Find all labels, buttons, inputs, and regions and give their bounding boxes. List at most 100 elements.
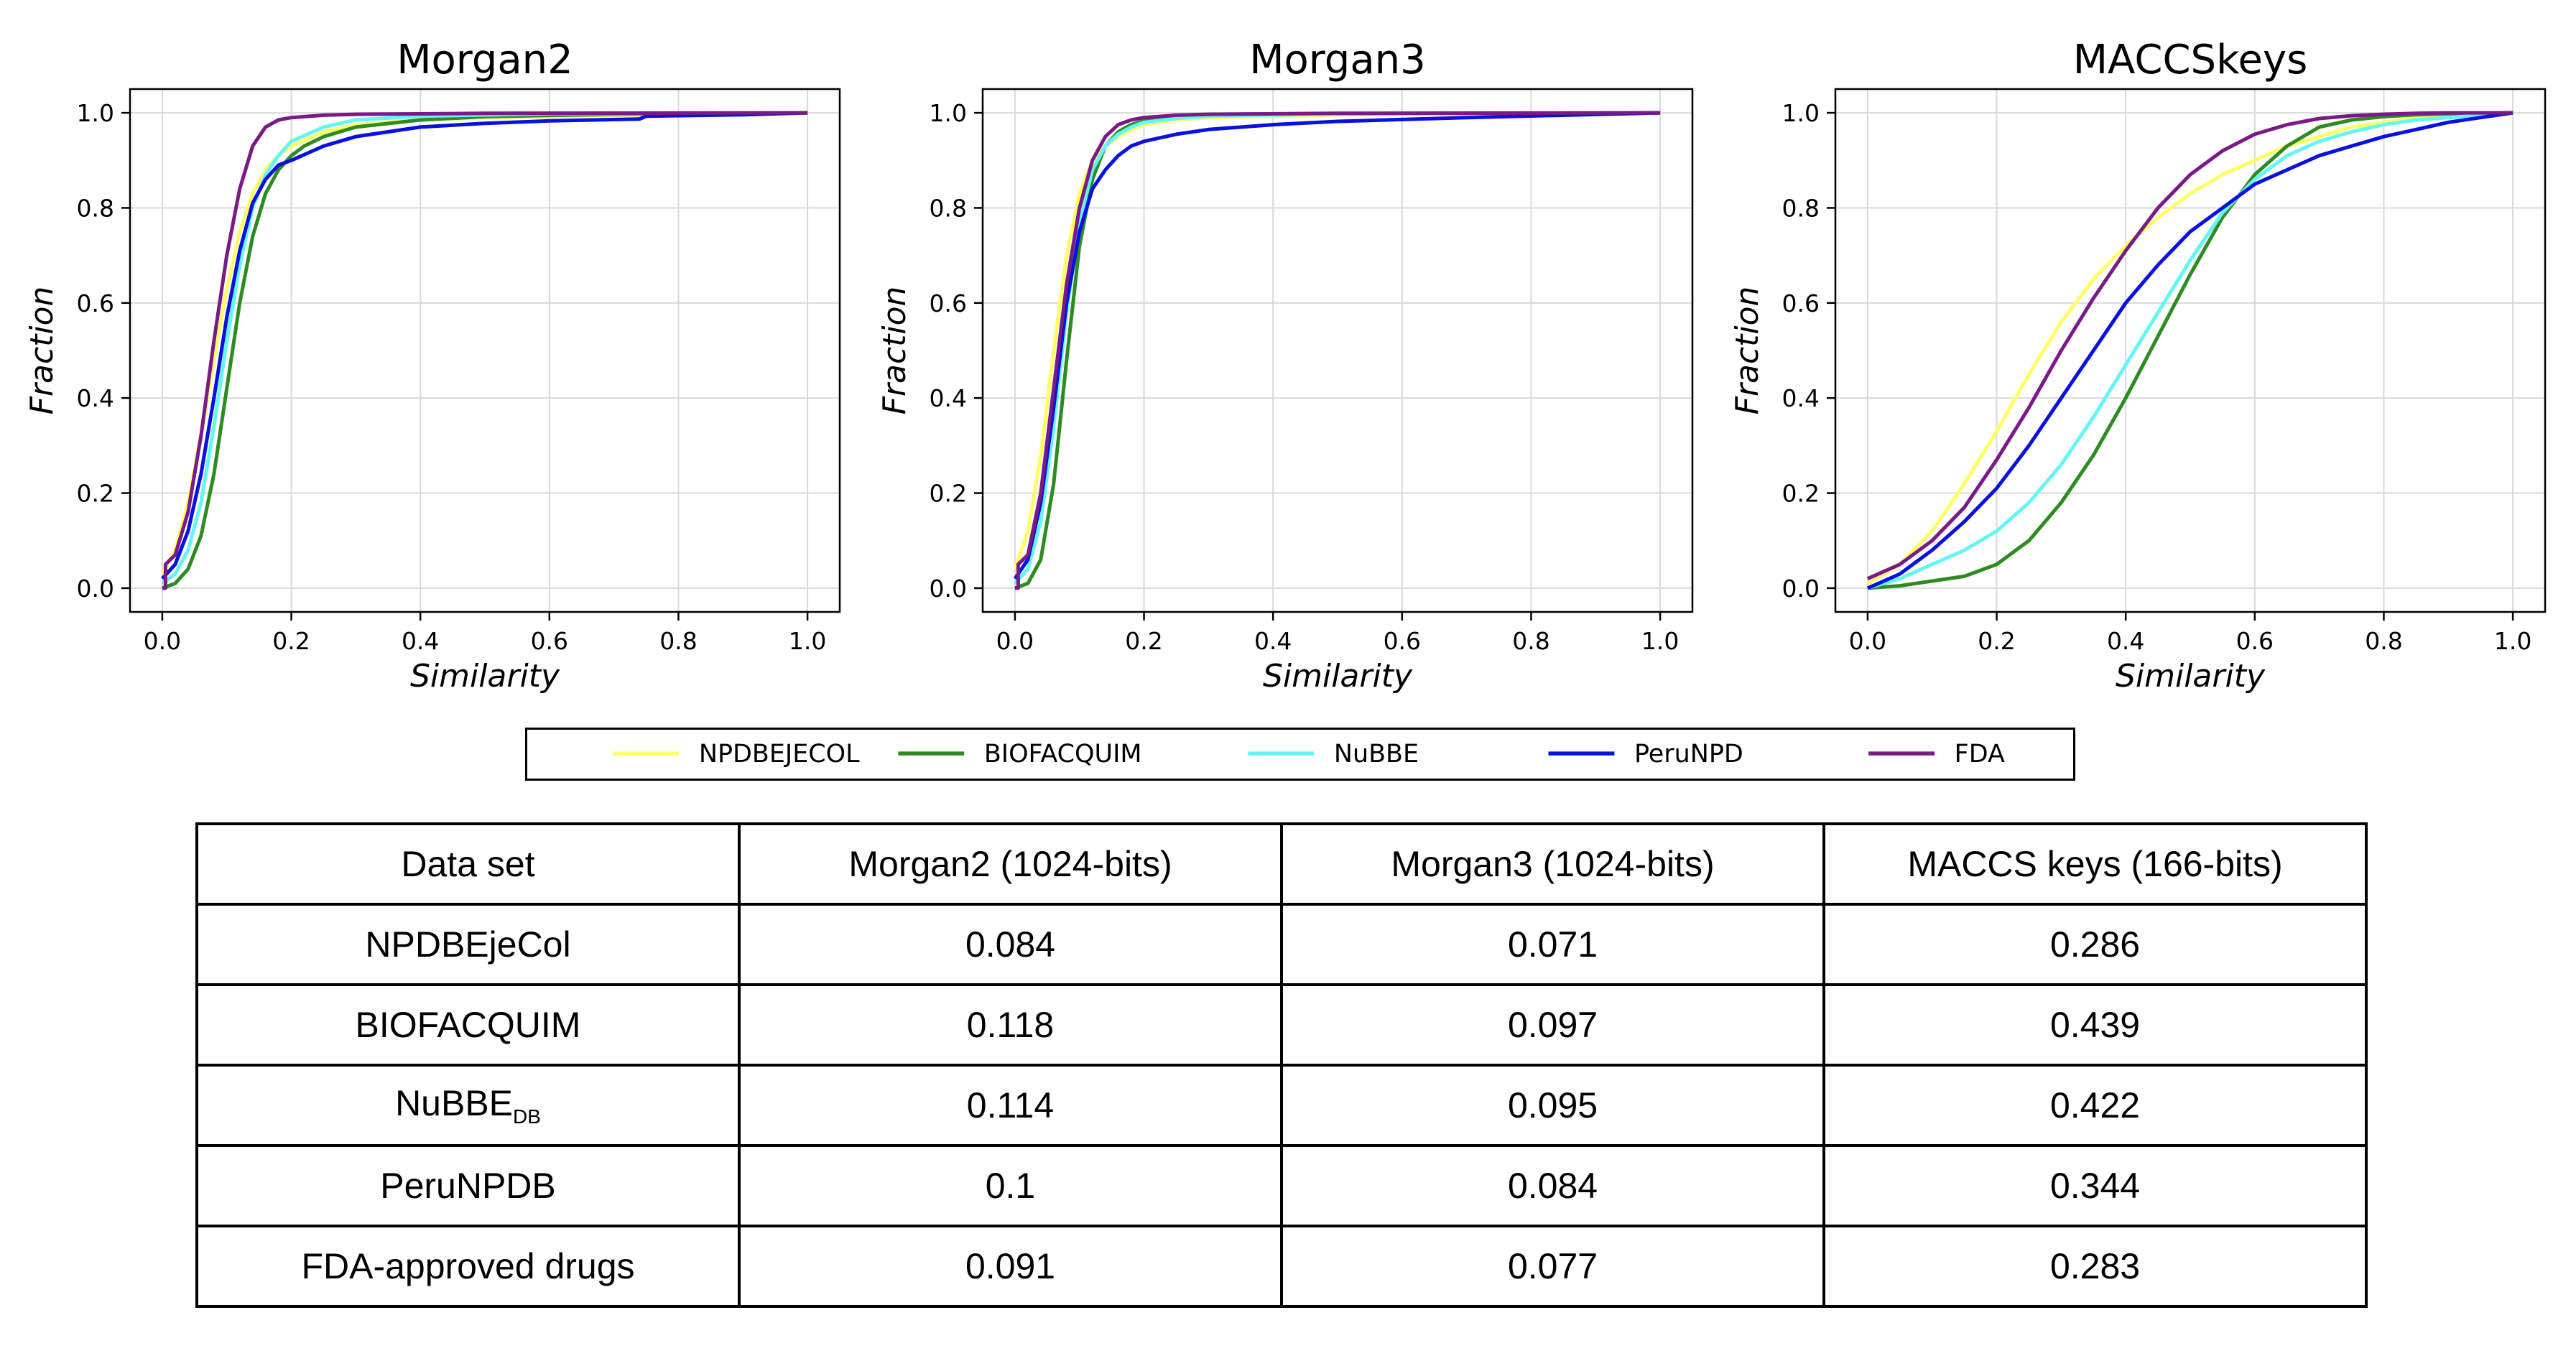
cell-maccs: 0.283 (1822, 1225, 2368, 1308)
table-header-row: Data set Morgan2 (1024-bits) Morgan3 (10… (195, 822, 2368, 906)
y-tick-label: 0.4 (930, 384, 967, 412)
cell-morgan3: 0.077 (1280, 1225, 1825, 1308)
x-tick-label: 0.8 (2365, 627, 2402, 655)
y-tick-label: 0.6 (1782, 289, 1820, 317)
cell-morgan3: 0.095 (1280, 1064, 1825, 1147)
cell-maccs: 0.286 (1822, 903, 2368, 986)
x-tick-label: 0.4 (2107, 627, 2144, 655)
series-line-npdbejecol (1013, 111, 1661, 570)
cell-morgan3: 0.071 (1280, 903, 1825, 986)
x-tick-label: 1.0 (1641, 627, 1679, 655)
legend-label: PeruNPD (1634, 740, 1743, 768)
legend-label: FDA (1955, 740, 2005, 768)
dataset-subscript: DB (513, 1105, 541, 1128)
series-line-npdbejecol (160, 111, 808, 575)
cell-morgan2: 0.118 (738, 983, 1283, 1067)
x-tick-label: 0.0 (996, 627, 1034, 655)
chart-panel-2: 0.0 0.2 0.4 0.6 0.8 1.0 0.0 0.2 0.4 0.6 0.8 1.0 Morg… (876, 37, 1694, 695)
cell-maccs: 0.422 (1822, 1064, 2368, 1147)
charts-area: 0.0 0.2 0.4 0.6 0.8 1.0 0.0 0.2 0.4 0.6 0.8 1.0 Morg… (24, 37, 2547, 695)
x-tick-label: 1.0 (789, 627, 826, 655)
series-line-perunpd (161, 111, 808, 580)
plot-frame (981, 88, 1694, 613)
table-row: NPDBEjeCol 0.084 0.071 0.286 (195, 903, 2368, 986)
x-tick-label: 0.8 (659, 627, 697, 655)
cell-morgan2: 0.091 (738, 1225, 1283, 1308)
y-tick-label: 1.0 (1782, 99, 1820, 127)
y-tick-label: 0.4 (1782, 384, 1820, 412)
legend-item-perunpd: PeruNPD (1548, 740, 1743, 768)
series-line-fda (1866, 111, 2514, 580)
x-tick-label: 0.4 (1254, 627, 1292, 655)
x-tick-label: 0.6 (531, 627, 568, 655)
plot-frame (129, 88, 841, 613)
cell-morgan2: 0.084 (738, 903, 1283, 986)
legend-item-fda: FDA (1868, 740, 2005, 768)
legend-label: NPDBEJECOL (699, 740, 860, 768)
series-line-perunpd (1866, 111, 2514, 590)
series-line-biofacquim (1867, 111, 2514, 590)
series-line-fda (1014, 111, 1661, 590)
cell-dataset: NPDBEjeCol (195, 903, 741, 986)
y-tick-label: 0.2 (1782, 480, 1820, 508)
x-tick-label: 0.4 (402, 627, 439, 655)
legend: NPDBEJECOL BIOFACQUIM NuBBE PeruNPD FDA (525, 728, 2075, 781)
y-tick-label: 0.6 (77, 289, 114, 317)
y-tick-label: 0.2 (77, 480, 114, 508)
table-row: NuBBEDB 0.114 0.095 0.422 (195, 1064, 2368, 1147)
table-row: BIOFACQUIM 0.118 0.097 0.439 (195, 983, 2368, 1067)
y-axis-label: Fraction (24, 287, 60, 415)
chart-panel-3: 0.0 0.2 0.4 0.6 0.8 1.0 0.0 0.2 0.4 0.6 0.8 1.0 MACC… (1729, 37, 2547, 695)
cell-morgan3: 0.084 (1280, 1144, 1825, 1227)
header-morgan3: Morgan3 (1024-bits) (1280, 822, 1825, 906)
chart-panel-1: 0.0 0.2 0.4 0.6 0.8 1.0 0.0 0.2 0.4 0.6 0.8 1.0 Morg… (24, 37, 841, 695)
y-tick-label: 0.4 (77, 384, 114, 412)
plot-frame (1834, 88, 2547, 613)
series-line-perunpd (1013, 111, 1661, 580)
series-line-biofacquim (1014, 111, 1661, 590)
y-tick-label: 0.8 (1782, 194, 1820, 222)
x-axis-label: Similarity (410, 658, 560, 695)
cell-maccs: 0.439 (1822, 983, 2368, 1067)
header-maccs: MACCS keys (166-bits) (1822, 822, 2368, 906)
dataset-name: BIOFACQUIM (355, 1005, 581, 1045)
chart-title: MACCSkeys (2073, 37, 2308, 83)
dataset-name: PeruNPDB (380, 1166, 556, 1206)
legend-item-nubbe: NuBBE (1248, 740, 1419, 768)
y-tick-label: 1.0 (930, 99, 967, 127)
chart-title: Morgan2 (397, 37, 573, 83)
y-tick-label: 0.2 (930, 480, 967, 508)
cell-dataset: FDA-approved drugs (195, 1225, 741, 1308)
series-line-fda (162, 111, 808, 590)
chart-title: Morgan3 (1249, 37, 1426, 83)
x-tick-label: 0.2 (1125, 627, 1162, 655)
cell-maccs: 0.344 (1822, 1144, 2368, 1227)
series-line-biofacquim (162, 111, 808, 590)
y-tick-label: 0.8 (930, 194, 967, 222)
y-tick-label: 0.0 (77, 575, 114, 603)
header-morgan2: Morgan2 (1024-bits) (738, 822, 1283, 906)
y-tick-label: 0.6 (930, 289, 967, 317)
x-axis-label: Similarity (1263, 658, 1413, 695)
table-row: PeruNPDB 0.1 0.084 0.344 (195, 1144, 2368, 1227)
table-row: FDA-approved drugs 0.091 0.077 0.283 (195, 1225, 2368, 1308)
y-tick-label: 1.0 (77, 99, 114, 127)
series-line-nubbe (1014, 111, 1661, 585)
dataset-name: NuBBE (395, 1083, 514, 1123)
x-tick-label: 0.6 (1384, 627, 1421, 655)
similarity-table-wrapper: Data set Morgan2 (1024-bits) Morgan3 (10… (195, 822, 2368, 1308)
x-tick-label: 0.8 (1512, 627, 1549, 655)
legend-item-npdbejecol: NPDBEJECOL (613, 740, 860, 768)
cell-morgan3: 0.097 (1280, 983, 1825, 1067)
x-tick-label: 0.2 (1978, 627, 2015, 655)
cell-dataset: BIOFACQUIM (195, 983, 741, 1067)
cell-morgan2: 0.114 (738, 1064, 1283, 1147)
y-axis-label: Fraction (876, 287, 913, 415)
dataset-name: NPDBEjeCol (365, 924, 571, 965)
x-tick-label: 0.0 (1849, 627, 1886, 655)
series-line-nubbe (1867, 111, 2514, 590)
y-axis-label: Fraction (1729, 287, 1766, 415)
x-tick-label: 0.6 (2236, 627, 2274, 655)
legend-label: BIOFACQUIM (984, 740, 1142, 768)
x-tick-label: 1.0 (2494, 627, 2531, 655)
